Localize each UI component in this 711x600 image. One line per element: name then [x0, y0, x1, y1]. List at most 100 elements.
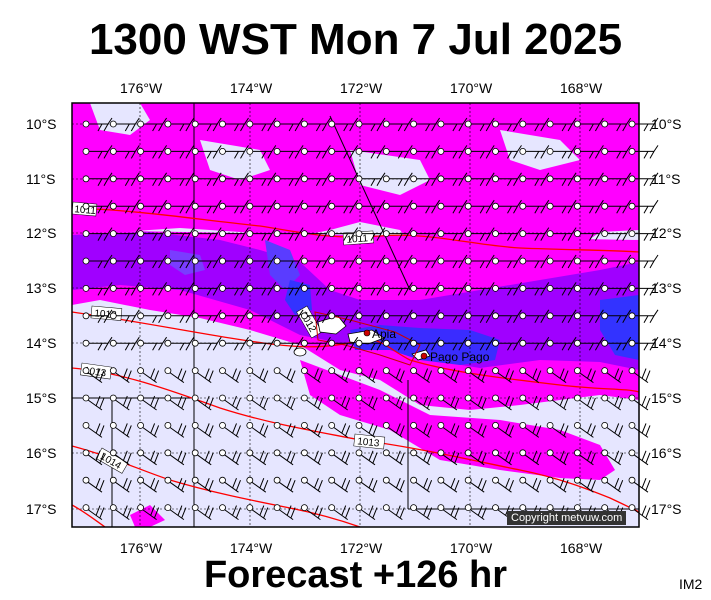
wind-barb [574, 421, 596, 438]
wind-barb [437, 449, 460, 466]
wind-barb [300, 199, 331, 214]
wind-barb [519, 309, 550, 324]
wind-barb [437, 309, 468, 324]
wind-barb [246, 476, 269, 493]
wind-barb [464, 449, 487, 466]
wind-barb [464, 227, 495, 241]
wind-barb [137, 309, 168, 324]
wind-barb [300, 282, 331, 296]
wind-barb [492, 172, 522, 187]
wind-barb [574, 145, 604, 159]
wind-barb [300, 336, 331, 351]
lat-tick-right: 17°S [651, 501, 682, 517]
lon-tick-bottom: 176°W [120, 540, 163, 556]
wind-barb [273, 504, 296, 521]
wind-barb [219, 336, 249, 351]
wind-barb [300, 227, 331, 241]
wind-barb [219, 309, 249, 324]
wind-barb [164, 336, 195, 351]
wind-barb [382, 145, 413, 159]
lat-tick-right: 14°S [651, 335, 682, 351]
wind-barb [137, 394, 160, 411]
wind-barb [546, 145, 577, 159]
wind-barb [109, 172, 140, 187]
wind-barb [410, 394, 433, 411]
wind-barb [191, 145, 222, 159]
wind-barb [601, 336, 632, 351]
wind-barb [519, 227, 550, 241]
wind-barb [246, 367, 269, 384]
place-markers: Apia Pago Pago [363, 327, 490, 364]
wind-barb [109, 117, 140, 132]
wind-barb [191, 394, 214, 411]
wind-barb [519, 199, 550, 214]
wind-barb [464, 254, 495, 269]
wind-barb [300, 476, 323, 493]
wind-barb [164, 282, 195, 296]
wind-barb [355, 199, 386, 214]
lat-tick-right: 12°S [651, 225, 682, 241]
wind-barb [410, 449, 433, 466]
wind-barb [328, 476, 351, 493]
wind-barb [601, 172, 632, 187]
wind-barb [109, 476, 132, 493]
wind-barb [464, 336, 495, 351]
wind-barb [82, 145, 113, 159]
wind-barb [628, 394, 651, 411]
wind-barb [273, 367, 296, 384]
lat-tick-right: 10°S [651, 116, 682, 132]
lat-tick-left: 11°S [26, 171, 56, 187]
wind-barb [109, 254, 140, 269]
wind-barb [328, 394, 351, 411]
wind-barb [273, 145, 304, 159]
wind-barb [574, 199, 604, 214]
wind-barb [628, 336, 659, 351]
wind-barb [546, 476, 569, 493]
wind-barb [574, 282, 604, 296]
wind-barb [437, 504, 460, 521]
wind-barb [601, 367, 624, 384]
wind-barb [601, 254, 632, 269]
wind-barb [137, 117, 168, 132]
wind-barb [355, 421, 378, 438]
wind-barb [246, 117, 277, 132]
wind-barb [219, 394, 241, 411]
wind-barb [137, 476, 160, 493]
wind-barb [246, 199, 277, 214]
wind-barb [300, 504, 323, 521]
wind-barb [109, 421, 132, 438]
wind-barb [519, 421, 542, 438]
wind-barb [273, 227, 304, 241]
pago-pago-marker [420, 352, 428, 360]
wind-barb [137, 504, 160, 521]
wind-barb [492, 254, 522, 269]
map-frame [71, 102, 640, 528]
wind-barb [191, 367, 214, 384]
lat-tick-right: 16°S [651, 445, 682, 461]
wind-barb [109, 199, 140, 214]
isobar-label: 1013 [80, 362, 112, 379]
wind-barb [492, 309, 522, 324]
wind-barb [109, 145, 140, 159]
wind-barb [464, 504, 487, 521]
wind-barb [164, 117, 195, 132]
wind-barb [410, 367, 433, 384]
wind-barb [164, 394, 187, 411]
isobar-label: 1013 [353, 433, 386, 450]
wind-barb [519, 394, 542, 411]
wind-barb [492, 421, 514, 438]
wind-barb [82, 172, 113, 187]
wind-barb [82, 367, 105, 384]
wind-barb [464, 145, 495, 159]
wind-barb [191, 336, 222, 351]
wind-barb [437, 117, 468, 132]
wind-barb [601, 421, 624, 438]
wind-barb [382, 394, 405, 411]
wind-barb [137, 227, 168, 241]
wind-barb [546, 449, 569, 466]
wind-barb [492, 394, 514, 411]
wind-barb [410, 145, 441, 159]
wind-barb [628, 172, 659, 187]
wind-barb [137, 254, 168, 269]
